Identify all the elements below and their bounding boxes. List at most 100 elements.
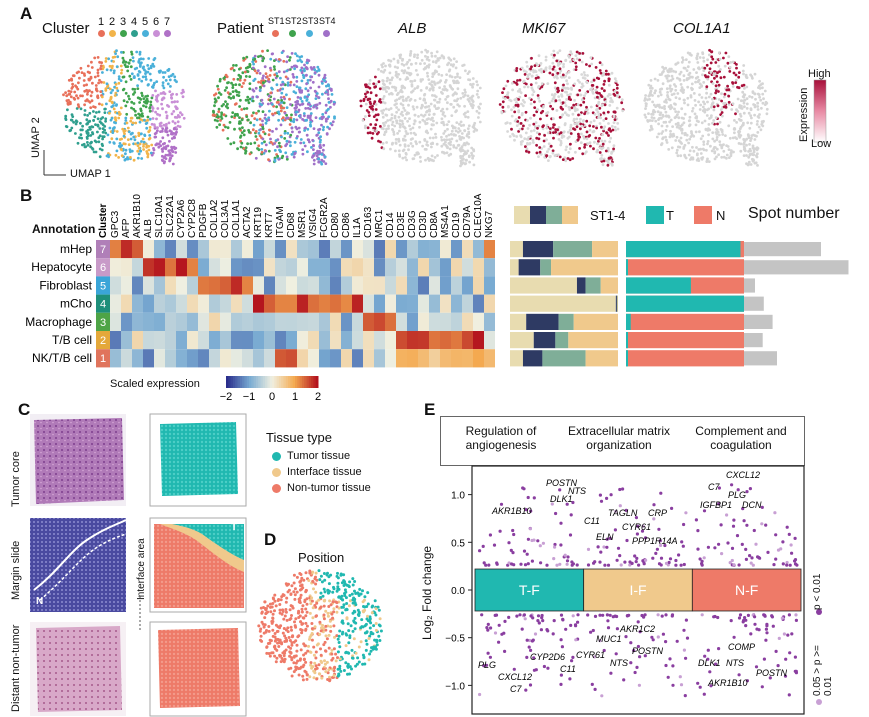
st-legend-swatch [514,206,530,224]
umap-point [252,111,255,115]
heatmap-cell [319,331,330,350]
umap-point [100,142,104,146]
umap-point [507,105,510,108]
umap-point [697,100,700,104]
umap-point [469,102,472,106]
umap-point [519,122,523,125]
umap-point [174,151,178,154]
umap-point [462,123,465,127]
umap-point [257,131,261,135]
umap-point [567,70,571,74]
umap-point [120,148,123,152]
umap-point [134,142,137,146]
umap-point [308,78,312,82]
umap-point [280,156,284,160]
heatmap-cell [407,276,418,295]
umap-point [536,76,540,79]
umap-point [400,86,404,89]
umap-point [269,68,273,72]
umap-point [689,158,692,161]
umap-point [569,125,573,129]
umap-point [79,94,82,98]
position-point [282,627,286,630]
umap-point [281,87,285,91]
umap-point [544,68,548,72]
position-point [292,655,296,659]
st-bar-segment [617,295,618,312]
position-point [345,607,349,611]
umap-point [446,101,449,105]
umap-point [395,93,399,96]
position-point [296,635,300,639]
row-label: mHep [60,242,92,256]
volcano-point [558,562,562,566]
position-point [326,611,330,615]
umap-point [697,120,700,123]
heatmap-cell [341,258,352,277]
umap-point [89,106,93,109]
umap-point [150,96,154,100]
umap-point [111,88,114,92]
position-point [302,578,306,582]
umap-point [548,71,552,75]
heatmap-cell [440,312,451,331]
umap-point [468,70,471,74]
umap-point [736,97,740,101]
umap-point [138,70,142,74]
heatmap-cell [253,240,264,259]
umap-point [575,50,579,54]
umap-point [89,134,93,137]
umap-point [297,126,301,130]
umap-point [437,106,440,110]
row-label: NK/T/B cell [32,351,92,365]
umap-point [313,68,316,72]
position-point [313,661,317,665]
heatmap-cell [418,294,429,313]
position-point [287,588,291,592]
umap-point [615,86,619,90]
umap-point [758,113,761,116]
umap-point [141,137,145,141]
umap-point [426,144,430,147]
umap-point [690,130,693,133]
umap-point [304,126,307,130]
umap-point [466,127,470,130]
umap-point [522,124,525,128]
umap-point [306,116,310,119]
umap-point [425,105,429,109]
position-point [261,622,265,626]
umap-point [597,116,600,119]
umap-point [418,125,421,129]
position-point [300,587,304,591]
umap-point [264,149,268,153]
heatmap-cell [231,331,242,350]
umap-point [152,58,156,62]
volcano-point [559,638,563,642]
umap-point [566,82,569,86]
umap-point [731,136,735,140]
heatmap-cell [209,240,220,259]
umap-point [722,155,726,159]
heatmap-cell [297,331,308,350]
umap-point [528,96,531,100]
umap-point [643,99,647,102]
umap-point [170,148,174,152]
st-bar-segment [522,350,543,367]
umap-point [683,112,687,116]
umap-point [238,127,242,130]
umap-point [390,113,394,117]
umap-point [90,146,94,150]
heatmap-cell [319,294,330,313]
umap-point [677,110,680,114]
umap-point [82,84,86,87]
umap-point [303,129,306,132]
umap-point [519,142,523,146]
umap-point [691,156,695,160]
cluster-box [96,312,110,331]
umap-point [458,76,462,79]
umap-point [155,80,159,83]
volcano-point [492,543,497,547]
patient-dot-st3 [306,30,313,37]
volcano-point [559,682,563,686]
umap-point [537,124,541,128]
